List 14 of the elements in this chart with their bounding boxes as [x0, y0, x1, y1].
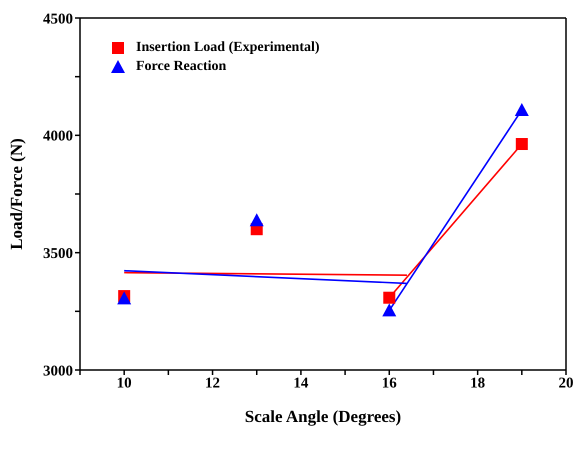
legend-label: Insertion Load (Experimental) — [136, 40, 320, 56]
y-tick-label: 4500 — [43, 11, 73, 28]
x-tick-label: 18 — [470, 376, 486, 392]
x-tick-label: 16 — [382, 376, 398, 392]
legend-label: Force Reaction — [136, 58, 226, 74]
x-axis-title: Scale Angle (Degrees) — [244, 407, 402, 426]
x-tick-label: 12 — [205, 376, 220, 392]
x-tick-label: 10 — [116, 376, 132, 392]
y-tick-label: 3000 — [43, 363, 73, 380]
y-tick-label: 3500 — [43, 246, 73, 262]
y-axis-title: Load/Force (N) — [7, 138, 26, 250]
x-tick-label: 14 — [293, 376, 309, 392]
x-tick-label: 20 — [558, 376, 574, 392]
y-tick-label: 4000 — [43, 128, 73, 145]
